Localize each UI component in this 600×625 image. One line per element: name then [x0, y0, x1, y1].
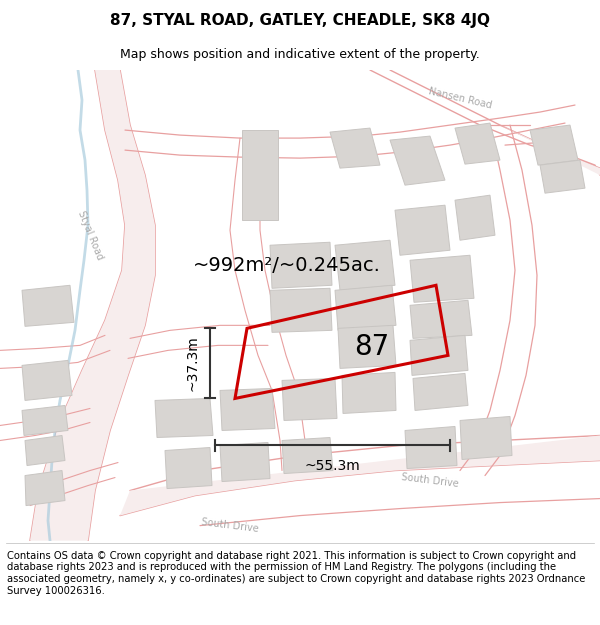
Polygon shape — [270, 242, 332, 288]
Polygon shape — [282, 438, 333, 474]
Polygon shape — [165, 448, 212, 489]
Text: Styal Road: Styal Road — [76, 209, 104, 261]
Polygon shape — [405, 426, 457, 469]
Text: Map shows position and indicative extent of the property.: Map shows position and indicative extent… — [120, 48, 480, 61]
Polygon shape — [270, 288, 332, 332]
Text: Nansen Road: Nansen Road — [427, 86, 493, 110]
Polygon shape — [120, 436, 600, 516]
Text: ~992m²/~0.245ac.: ~992m²/~0.245ac. — [193, 256, 381, 275]
Polygon shape — [25, 471, 65, 506]
Text: South Drive: South Drive — [201, 517, 259, 534]
Polygon shape — [30, 70, 155, 541]
Polygon shape — [220, 388, 275, 431]
Polygon shape — [455, 195, 495, 240]
Polygon shape — [220, 442, 270, 481]
Polygon shape — [22, 285, 74, 326]
Text: 87: 87 — [354, 333, 389, 361]
Polygon shape — [155, 398, 213, 437]
Polygon shape — [330, 128, 380, 168]
Text: South Drive: South Drive — [401, 472, 459, 489]
Polygon shape — [410, 336, 468, 376]
Polygon shape — [413, 373, 468, 411]
Polygon shape — [410, 255, 474, 302]
Polygon shape — [25, 436, 65, 466]
Polygon shape — [22, 361, 72, 401]
Polygon shape — [455, 123, 500, 164]
Polygon shape — [335, 285, 396, 331]
Polygon shape — [342, 372, 396, 414]
Polygon shape — [370, 70, 600, 175]
Polygon shape — [460, 416, 512, 459]
Polygon shape — [242, 130, 278, 220]
Polygon shape — [530, 125, 578, 165]
Polygon shape — [338, 326, 396, 368]
Polygon shape — [410, 300, 472, 338]
Text: 87, STYAL ROAD, GATLEY, CHEADLE, SK8 4JQ: 87, STYAL ROAD, GATLEY, CHEADLE, SK8 4JQ — [110, 14, 490, 29]
Polygon shape — [395, 205, 450, 255]
Text: ~55.3m: ~55.3m — [305, 459, 361, 472]
Polygon shape — [390, 136, 445, 185]
Polygon shape — [540, 160, 585, 193]
Polygon shape — [22, 406, 68, 436]
Text: Contains OS data © Crown copyright and database right 2021. This information is : Contains OS data © Crown copyright and d… — [7, 551, 586, 596]
Text: ~37.3m: ~37.3m — [186, 336, 200, 391]
Polygon shape — [282, 378, 337, 421]
Polygon shape — [335, 240, 395, 290]
